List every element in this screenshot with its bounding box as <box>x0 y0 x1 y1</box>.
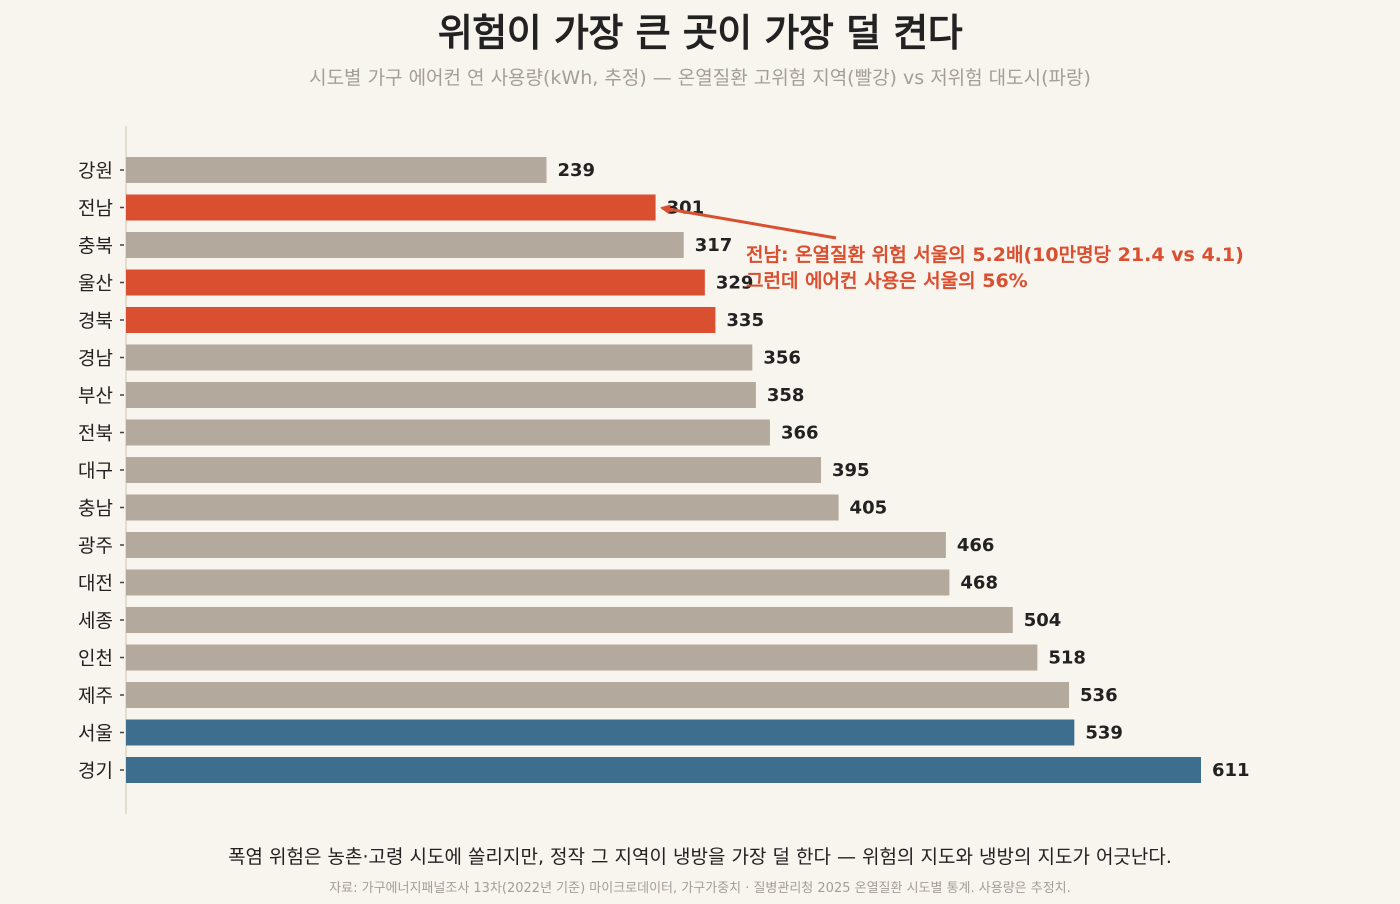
value-label-충남: 405 <box>850 498 888 519</box>
category-label-대구: 대구 <box>78 460 113 482</box>
bar-전남 <box>126 194 656 221</box>
chart-subtitle: 시도별 가구 에어컨 연 사용량(kWh, 추정) — 온열질환 고위험 지역(… <box>309 67 1091 89</box>
bar-대전 <box>126 569 950 596</box>
bar-충북 <box>126 232 684 258</box>
bar-부산 <box>126 382 756 408</box>
bar-제주 <box>126 682 1070 708</box>
category-label-전북: 전북 <box>78 423 113 445</box>
category-label-울산: 울산 <box>78 273 113 295</box>
bar-대구 <box>126 457 821 483</box>
category-label-인천: 인천 <box>78 648 113 670</box>
category-label-강원: 강원 <box>78 160 113 182</box>
bar-강원 <box>126 157 547 183</box>
value-label-경남: 356 <box>763 348 801 369</box>
category-label-경남: 경남 <box>78 348 113 370</box>
bar-인천 <box>126 644 1038 671</box>
value-label-경기: 611 <box>1212 760 1250 781</box>
category-label-제주: 제주 <box>78 685 113 707</box>
category-label-경기: 경기 <box>78 760 113 782</box>
annotation-arrow <box>660 204 837 240</box>
category-label-충남: 충남 <box>78 498 113 520</box>
value-label-광주: 466 <box>957 535 995 556</box>
value-label-부산: 358 <box>767 385 805 406</box>
value-label-제주: 536 <box>1080 685 1118 706</box>
bar-경북 <box>126 307 716 333</box>
value-label-경북: 335 <box>726 310 764 331</box>
bar-경기 <box>126 757 1201 783</box>
value-label-충북: 317 <box>695 235 733 256</box>
value-label-인천: 518 <box>1048 648 1086 669</box>
chart-caption: 폭염 위험은 농촌·고령 시도에 쏠리지만, 정작 그 지역이 냉방을 가장 덜… <box>228 846 1172 868</box>
bar-충남 <box>126 494 839 521</box>
bar-울산 <box>126 269 705 296</box>
category-label-부산: 부산 <box>78 385 113 407</box>
annotation-line-1: 전남: 온열질환 위험 서울의 5.2배(10만명당 21.4 vs 4.1) <box>746 244 1244 266</box>
bar-경남 <box>126 344 753 371</box>
category-label-대전: 대전 <box>78 573 113 595</box>
bar-서울 <box>126 719 1075 746</box>
chart-title: 위험이 가장 큰 곳이 가장 덜 켠다 <box>437 11 963 55</box>
value-label-울산: 329 <box>716 273 754 294</box>
value-label-강원: 239 <box>557 160 595 181</box>
value-label-세종: 504 <box>1024 610 1062 631</box>
category-label-서울: 서울 <box>78 723 113 745</box>
category-label-광주: 광주 <box>78 535 113 557</box>
category-label-세종: 세종 <box>78 610 113 632</box>
bar-세종 <box>126 607 1013 633</box>
value-label-대구: 395 <box>832 460 870 481</box>
category-label-충북: 충북 <box>78 235 113 257</box>
value-label-서울: 539 <box>1085 723 1123 744</box>
category-label-전남: 전남 <box>78 198 113 220</box>
value-label-전북: 366 <box>781 423 819 444</box>
value-label-대전: 468 <box>960 573 998 594</box>
bar-전북 <box>126 419 770 446</box>
annotation: 전남: 온열질환 위험 서울의 5.2배(10만명당 21.4 vs 4.1) … <box>660 204 1244 292</box>
category-label-경북: 경북 <box>78 310 113 332</box>
chart-source: 자료: 가구에너지패널조사 13차(2022년 기준) 마이크로데이터, 가구가… <box>329 881 1071 896</box>
bar-광주 <box>126 532 946 558</box>
annotation-line-2: 그런데 에어컨 사용은 서울의 56% <box>746 270 1028 292</box>
